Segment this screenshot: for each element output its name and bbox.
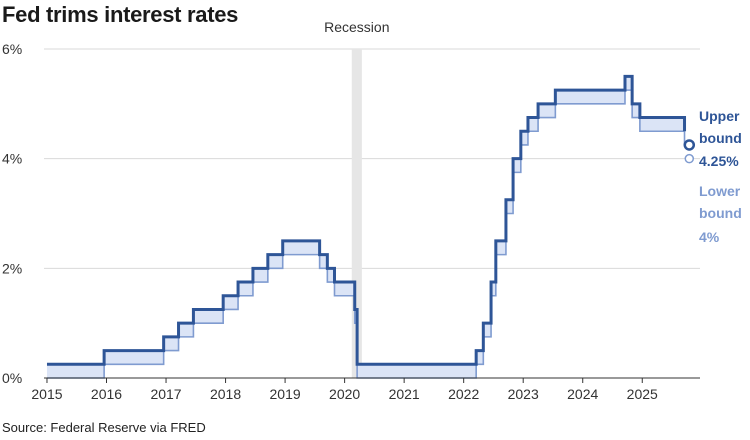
grid-lines — [44, 48, 700, 269]
rate-range-segment — [476, 350, 484, 365]
rate-range-segment — [624, 76, 633, 91]
upper-bound-line — [46, 74, 687, 366]
y-tick-label: 2% — [2, 260, 22, 276]
rate-range-segment — [505, 199, 514, 214]
rate-range-segment — [193, 309, 224, 324]
rate-range-segment — [104, 350, 164, 365]
rate-range-segment — [46, 364, 105, 378]
rate-range-segment — [267, 254, 283, 269]
upper-bound-series — [46, 74, 687, 366]
lower-bound-line — [46, 89, 686, 379]
rate-range-segment — [513, 158, 521, 173]
rate-range-segment — [483, 323, 492, 337]
rate-range-segment — [632, 103, 640, 118]
lower-bound-end-marker — [684, 153, 695, 164]
x-tick-label: 2018 — [210, 386, 241, 402]
lower-bound-label: Lower — [699, 183, 741, 199]
rate-range-segment — [327, 268, 335, 283]
lower-bound-label: 4% — [699, 229, 720, 245]
chart-title: Fed trims interest rates — [2, 2, 239, 27]
rate-range-segment — [252, 268, 268, 283]
rate-range-segment — [223, 295, 239, 310]
rate-chart: Recession 0%2%4%6% 2015 2016 2017 2018 2019 2… — [2, 19, 742, 402]
x-tick-label: 2017 — [150, 386, 181, 402]
upper-bound-label: bound — [699, 130, 742, 146]
x-tick-label: 2021 — [389, 386, 420, 402]
rate-range-fill — [46, 76, 685, 378]
x-axis-tick-labels: 2015 2016 2017 2018 2019 2020 2021 2022 2023 2024… — [31, 386, 658, 402]
recession-label: Recession — [324, 19, 389, 35]
rate-range-segment — [527, 117, 539, 132]
lower-bound-label: bound — [699, 205, 742, 221]
rate-range-segment — [238, 282, 253, 296]
source-note: Source: Federal Reserve via FRED — [2, 420, 206, 435]
upper-bound-label: Upper — [699, 108, 740, 124]
rate-range-segment — [495, 240, 506, 255]
y-tick-label: 6% — [2, 41, 22, 57]
recession-band-rect — [351, 49, 362, 378]
rate-range-segment — [282, 240, 320, 255]
rate-range-segment — [178, 323, 194, 337]
x-tick-label: 2015 — [31, 386, 62, 402]
rate-range-segment — [538, 103, 556, 118]
rate-range-segment — [319, 254, 328, 269]
y-axis-tick-labels: 0% 2% 4% 6% — [2, 41, 22, 386]
x-tick-label: 2020 — [329, 386, 360, 402]
x-tick-label: 2022 — [448, 386, 479, 402]
x-tick-label: 2019 — [270, 386, 301, 402]
x-tick-label: 2024 — [567, 386, 598, 402]
lower-bound-series — [46, 89, 686, 379]
y-tick-label: 0% — [2, 370, 22, 386]
x-axis — [44, 377, 700, 383]
upper-bound-end-marker — [683, 139, 696, 151]
end-labels: Upper bound 4.25% Lower bound 4% — [699, 108, 742, 245]
rate-range-segment — [520, 131, 528, 145]
recession-band: Recession — [324, 19, 390, 378]
rate-range-segment — [334, 282, 355, 296]
rate-range-segment — [163, 336, 179, 351]
x-tick-label: 2023 — [508, 386, 539, 402]
rate-range-segment — [555, 90, 625, 104]
rate-range-segment — [491, 282, 496, 296]
rate-range-segment — [357, 364, 477, 378]
rate-range-segment — [639, 117, 685, 132]
end-markers — [683, 139, 696, 164]
x-tick-label: 2016 — [91, 386, 122, 402]
x-tick-label: 2025 — [627, 386, 658, 402]
y-tick-label: 4% — [2, 151, 22, 167]
upper-bound-label: 4.25% — [699, 153, 739, 169]
